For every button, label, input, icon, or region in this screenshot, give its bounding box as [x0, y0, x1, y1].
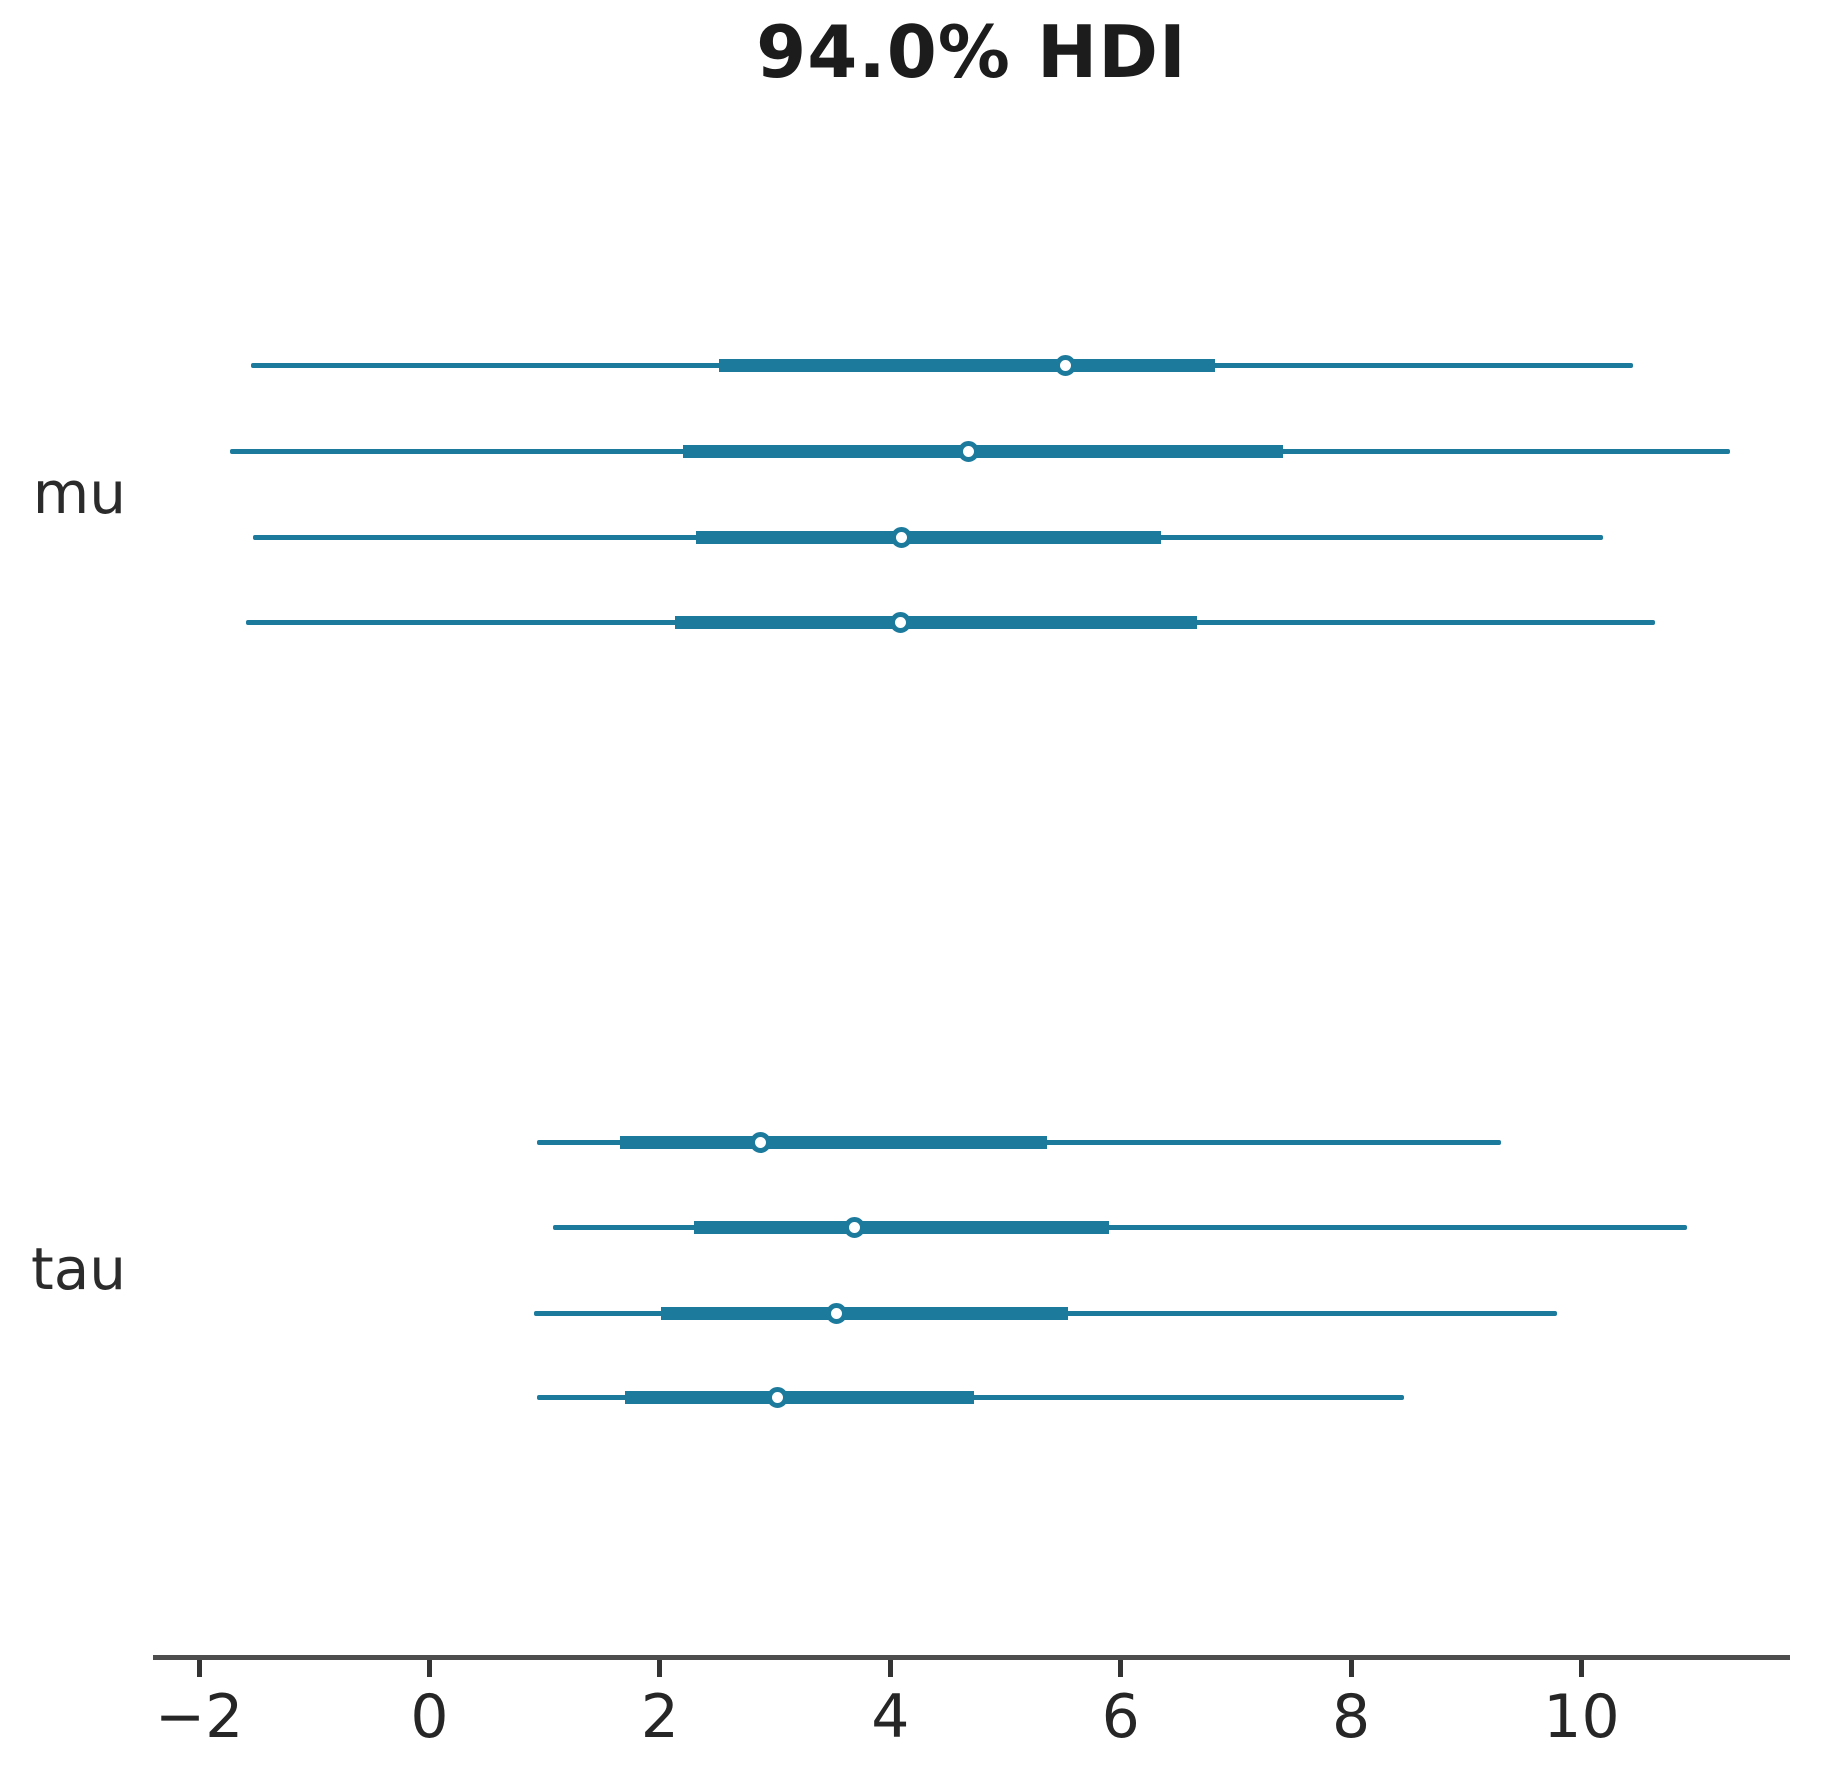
x-axis-tick-label-8: 8 [1331, 1682, 1371, 1752]
median-marker-tau-chain2 [825, 1302, 847, 1324]
y-tick-label-mu: mu [32, 459, 126, 527]
quartile-bar-mu-chain3 [674, 615, 1197, 629]
x-axis-tick-10 [1578, 1660, 1584, 1677]
hdi-line-tau-chain1 [552, 1224, 1688, 1230]
median-marker-tau-chain1 [844, 1216, 866, 1238]
quartile-bar-mu-chain1 [682, 444, 1284, 458]
x-axis-tick-label-0: 0 [410, 1682, 449, 1752]
x-axis-tick-label-10: 10 [1543, 1682, 1620, 1752]
median-marker-tau-chain3 [766, 1386, 788, 1408]
median-marker-mu-chain2 [891, 526, 913, 548]
x-axis-tick-0 [426, 1660, 432, 1677]
quartile-bar-mu-chain0 [718, 358, 1216, 372]
x-axis-tick-6 [1118, 1660, 1124, 1677]
quartile-bar-mu-chain2 [695, 530, 1161, 544]
y-tick-label-tau: tau [30, 1235, 126, 1303]
x-axis-tick-4 [887, 1660, 893, 1677]
x-axis-tick-label--2: −2 [154, 1682, 244, 1752]
quartile-bar-tau-chain2 [661, 1306, 1068, 1320]
quartile-bar-tau-chain1 [694, 1220, 1110, 1234]
x-axis-tick-label-2: 2 [640, 1682, 679, 1752]
median-marker-tau-chain0 [749, 1131, 771, 1153]
x-axis-tick-label-4: 4 [871, 1682, 910, 1752]
median-marker-mu-chain3 [890, 611, 912, 633]
x-axis-spine [153, 1655, 1790, 1660]
median-marker-mu-chain1 [958, 440, 980, 462]
x-axis-tick-2 [657, 1660, 663, 1677]
quartile-bar-tau-chain0 [619, 1135, 1047, 1149]
x-axis-tick--2 [196, 1660, 202, 1677]
median-marker-mu-chain0 [1054, 354, 1076, 376]
x-axis-tick-label-6: 6 [1101, 1682, 1140, 1752]
x-axis-tick-8 [1348, 1660, 1354, 1677]
chart-title: 94.0% HDI [756, 10, 1187, 94]
quartile-bar-tau-chain3 [625, 1390, 975, 1404]
